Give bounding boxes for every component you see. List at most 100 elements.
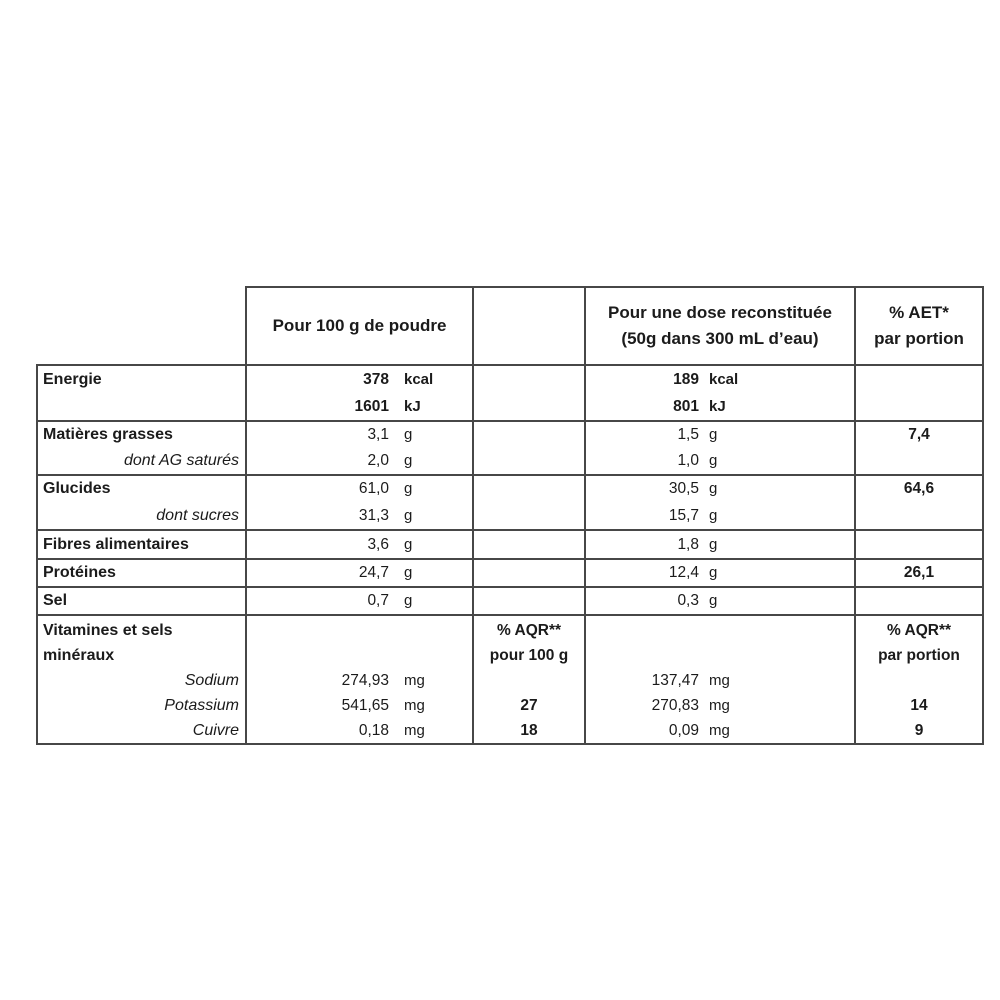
dose-kcal-unit: kcal — [709, 371, 739, 388]
row-energie: Energie 378 kcal 1601 kJ 189 kcal 801 kJ — [36, 364, 984, 422]
header-dose: Pour une dose reconstituée (50g dans 300… — [584, 286, 856, 366]
aqr100-cell-empty — [472, 586, 586, 616]
aqr100-cell-empty — [472, 420, 586, 476]
per100-cell: 274,93 mg 541,65 mg 0,18 mg — [245, 614, 474, 745]
per100-cell: 378 kcal 1601 kJ — [245, 364, 474, 422]
row-label: Sel — [36, 586, 247, 616]
per100-sub-value: 2,0 — [367, 452, 389, 469]
dose-unit: g — [709, 535, 718, 553]
aqr100-header-line2: pour 100 g — [489, 647, 569, 664]
per100-unit: g — [404, 426, 413, 443]
per100-value: 0,7 — [367, 592, 389, 609]
row-label: Energie — [43, 371, 102, 388]
row-label-cell: Vitamines et sels minéraux Sodium Potass… — [36, 614, 247, 745]
per100-sub-unit: g — [404, 452, 413, 469]
dose-cell: 30,5 g 15,7 g — [584, 474, 856, 531]
mineral-name-cuivre: Cuivre — [192, 722, 239, 739]
per100-sub-value: 31,3 — [358, 506, 389, 524]
per100-cell: 61,0 g 31,3 g — [245, 474, 474, 531]
dose-value: 1,5 — [677, 426, 699, 443]
sodium-dose-value: 137,47 — [651, 672, 699, 689]
mineral-name-sodium: Sodium — [184, 672, 239, 689]
row-sublabel: dont AG saturés — [123, 452, 239, 469]
dose-unit: g — [709, 426, 718, 443]
dose-value: 30,5 — [668, 480, 699, 497]
cuivre-per100-value: 0,18 — [358, 722, 389, 739]
row-sel: Sel 0,7 g 0,3 g — [36, 586, 984, 616]
row-fibres: Fibres alimentaires 3,6 g 1,8 g — [36, 529, 984, 560]
per100-unit: g — [404, 592, 413, 609]
dose-sub-unit: g — [709, 506, 718, 524]
header-per100: Pour 100 g de poudre — [245, 286, 474, 366]
row-label-line1: Vitamines et sels — [43, 622, 173, 639]
aqr-dose-header-line2: par portion — [878, 647, 960, 664]
aet-cell-empty — [854, 586, 984, 616]
dose-kj-value: 801 — [673, 398, 699, 415]
aqr100-cell: % AQR** pour 100 g 27 18 — [472, 614, 586, 745]
header-per100-label: Pour 100 g de poudre — [272, 316, 447, 335]
row-label-cell: Glucides dont sucres — [36, 474, 247, 531]
per100-kj-unit: kJ — [404, 398, 421, 415]
potassium-per100-unit: mg — [404, 697, 425, 714]
row-matieres-grasses: Matières grasses dont AG saturés 3,1 g 2,… — [36, 420, 984, 476]
per100-value: 3,6 — [367, 535, 389, 553]
dose-cell: 189 kcal 801 kJ — [584, 364, 856, 422]
aet-value: 64,6 — [903, 480, 935, 497]
row-label-cell: Matières grasses dont AG saturés — [36, 420, 247, 476]
dose-sub-value: 15,7 — [668, 506, 699, 524]
dose-cell: 137,47 mg 270,83 mg 0,09 mg — [584, 614, 856, 745]
per100-kcal-value: 378 — [363, 371, 389, 388]
aet-cell-empty — [854, 364, 984, 422]
per100-kcal-unit: kcal — [404, 371, 434, 388]
header-aet-line2: par portion — [874, 329, 964, 348]
aqr100-header-line1: % AQR** — [496, 622, 562, 639]
header-empty-corner — [37, 287, 246, 365]
header-dose-line1: Pour une dose reconstituée — [608, 303, 832, 322]
header-aet: % AET* par portion — [854, 286, 984, 366]
cuivre-aqr100-value: 18 — [520, 722, 538, 739]
potassium-dose-unit: mg — [709, 697, 730, 714]
sodium-per100-unit: mg — [404, 672, 425, 689]
dose-cell: 1,8 g — [584, 529, 856, 560]
header-aqr100-empty — [472, 286, 586, 366]
per100-unit: g — [404, 480, 413, 497]
per100-value: 61,0 — [358, 480, 389, 497]
aqr100-cell-empty — [472, 474, 586, 531]
per100-cell: 3,1 g 2,0 g — [245, 420, 474, 476]
dose-value: 0,3 — [677, 592, 699, 609]
dose-cell: 1,5 g 1,0 g — [584, 420, 856, 476]
aet-cell: 7,4 — [854, 420, 984, 476]
per100-cell: 24,7 g — [245, 558, 474, 588]
aet-value: 7,4 — [908, 426, 930, 443]
dose-value: 1,8 — [677, 535, 699, 553]
per100-value: 3,1 — [367, 426, 389, 443]
potassium-aqr-dose-value: 14 — [910, 697, 928, 714]
aqr-dose-cell: % AQR** par portion 14 9 — [854, 614, 984, 745]
aet-cell: 64,6 — [854, 474, 984, 531]
dose-sub-unit: g — [709, 452, 718, 469]
row-glucides: Glucides dont sucres 61,0 g 31,3 g 30,5 g 1… — [36, 474, 984, 531]
nutrition-table: Pour 100 g de poudre Pour une dose recon… — [36, 286, 984, 745]
aet-cell-empty — [854, 529, 984, 560]
header-dose-line2: (50g dans 300 mL d’eau) — [621, 329, 819, 348]
aqr100-cell-empty — [472, 364, 586, 422]
per100-kj-value: 1601 — [354, 398, 389, 415]
row-label: Glucides — [43, 480, 111, 497]
row-proteines: Protéines 24,7 g 12,4 g 26,1 — [36, 558, 984, 588]
sodium-per100-value: 274,93 — [341, 672, 389, 689]
aet-value: 26,1 — [903, 564, 935, 581]
row-label-line2: minéraux — [43, 647, 115, 664]
dose-cell: 0,3 g — [584, 586, 856, 616]
cuivre-dose-value: 0,09 — [668, 722, 699, 739]
dose-value: 12,4 — [668, 564, 699, 581]
aqr-dose-header-line1: % AQR** — [886, 622, 952, 639]
potassium-per100-value: 541,65 — [341, 697, 389, 714]
aet-cell: 26,1 — [854, 558, 984, 588]
header-aet-line1: % AET* — [889, 303, 949, 322]
row-label: Matières grasses — [43, 426, 173, 443]
cuivre-aqr-dose-value: 9 — [914, 722, 924, 739]
row-label-cell: Energie — [36, 364, 247, 422]
row-label: Fibres alimentaires — [36, 529, 247, 560]
aqr100-cell-empty — [472, 558, 586, 588]
dose-kcal-value: 189 — [673, 371, 699, 388]
